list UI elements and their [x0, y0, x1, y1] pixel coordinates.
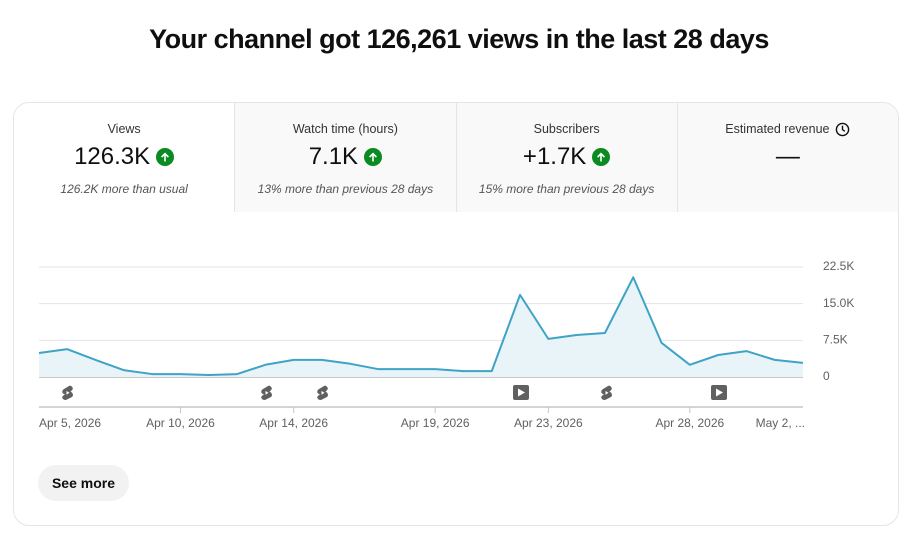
- tab-value: +1.7K: [457, 142, 677, 172]
- tab-note: 13% more than previous 28 days: [257, 182, 434, 196]
- tab-label: Estimated revenue: [678, 122, 898, 136]
- tab-subscribers[interactable]: Subscribers +1.7K 15% more than previous…: [455, 103, 677, 212]
- tab-label: Views: [14, 122, 234, 136]
- shorts-glyph: [317, 385, 328, 400]
- shorts-glyph: [62, 385, 73, 400]
- tab-revenue[interactable]: Estimated revenue —: [676, 103, 898, 212]
- tab-label-text: Watch time (hours): [292, 122, 398, 136]
- tab-value: 7.1K: [235, 142, 455, 172]
- tab-watch-time[interactable]: Watch time (hours) 7.1K 13% more than pr…: [234, 103, 456, 212]
- shorts-icon: [601, 385, 612, 400]
- up-icon: [156, 148, 175, 166]
- page-title: Your channel got 126,261 views in the la…: [149, 24, 769, 54]
- tab-value: 126.3K: [14, 142, 234, 172]
- tab-note: 15% more than previous 28 days: [478, 182, 655, 196]
- tab-label: Subscribers: [457, 122, 677, 136]
- tab-label-text: Estimated revenue: [725, 122, 830, 136]
- area-fill: [39, 277, 803, 377]
- x-tick-label: Apr 10, 2026: [146, 416, 215, 430]
- x-tick-label: Apr 19, 2026: [401, 416, 470, 430]
- x-tick-label: May 2, ...: [756, 416, 805, 430]
- metric-tabs: Views 126.3K 126.2K more than usual Watc…: [14, 103, 898, 212]
- chart: 0 7.5K 15.0K 22.5K Apr 5, 2026 Apr 10, 2026 Ap…: [38, 259, 854, 430]
- up-icon: [364, 148, 383, 166]
- shorts-glyph: [261, 385, 272, 400]
- tab-value-text: +1.7K: [522, 143, 587, 170]
- x-tick-label: Apr 14, 2026: [259, 416, 328, 430]
- analytics-card: 0 7.5K 15.0K 22.5K Apr 5, 2026 Apr 10, 2026 Ap…: [13, 102, 899, 526]
- x-tick-label: Apr 28, 2026: [655, 416, 724, 430]
- line: [38, 276, 804, 377]
- tab-value: —: [678, 142, 898, 172]
- shorts-icon: [62, 385, 73, 400]
- y-tick-label: 22.5K: [823, 259, 854, 273]
- video-play: [716, 388, 723, 397]
- up-icon: [592, 148, 611, 166]
- tab-label: Watch time (hours): [235, 122, 455, 136]
- clock-icon: [836, 122, 850, 136]
- x-tick-label: Apr 5, 2026: [39, 416, 101, 430]
- see-more-button[interactable]: See more: [38, 465, 129, 501]
- y-tick-label: 7.5K: [823, 333, 848, 347]
- x-tick-label: Apr 23, 2026: [514, 416, 583, 430]
- y-tick-label: 0: [823, 369, 830, 383]
- tab-value-text: —: [775, 143, 800, 170]
- tab-value-text: 126.3K: [74, 143, 151, 170]
- shorts-icon: [317, 385, 328, 400]
- tab-label-text: Views: [107, 122, 141, 136]
- shorts-glyph: [601, 385, 612, 400]
- y-tick-label: 15.0K: [823, 296, 854, 310]
- tab-note: 126.2K more than usual: [60, 182, 188, 196]
- tab-label-text: Subscribers: [533, 122, 600, 136]
- tab-views[interactable]: Views 126.3K 126.2K more than usual: [14, 103, 235, 212]
- shorts-icon: [261, 385, 272, 400]
- tab-value-text: 7.1K: [308, 143, 359, 170]
- video-play: [518, 388, 525, 397]
